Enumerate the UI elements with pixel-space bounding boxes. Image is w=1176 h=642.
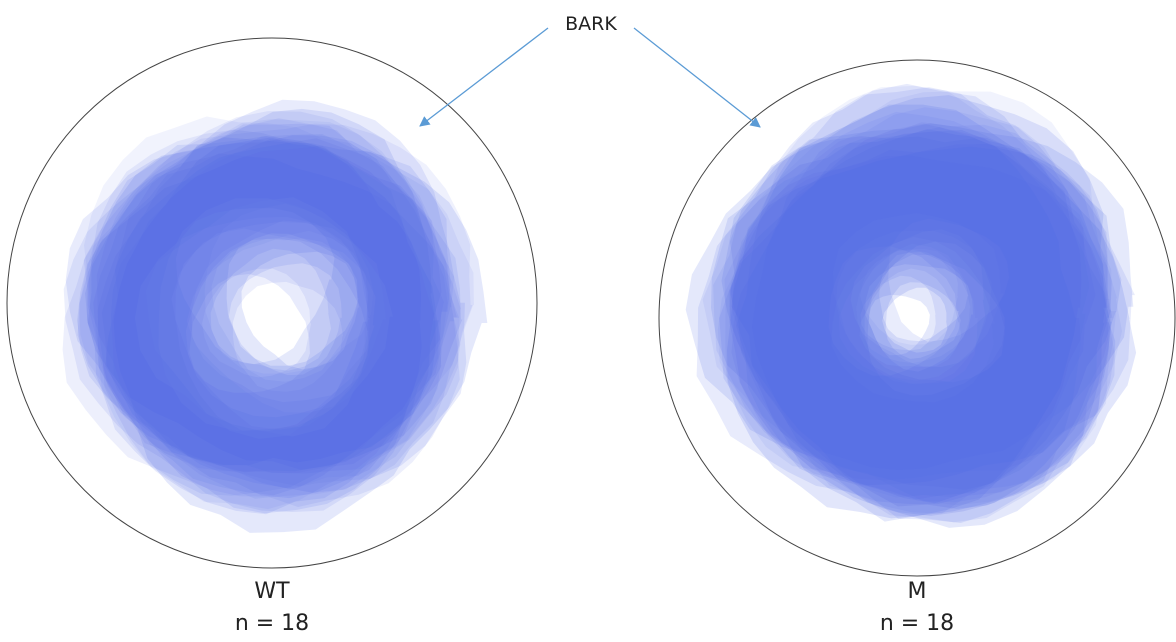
- panel-n: n = 18: [880, 611, 954, 636]
- overlays: [63, 84, 1137, 533]
- panel-label: M: [908, 579, 927, 604]
- arrow: [420, 28, 548, 126]
- overlay-shape: [88, 137, 488, 533]
- figure: BARK WT n = 18 M n = 18: [0, 0, 1176, 638]
- page: BARK WT n = 18 M n = 18 (() => { const d…: [0, 0, 1176, 638]
- panel-label: WT: [254, 579, 290, 604]
- panel-n: n = 18: [235, 611, 309, 636]
- arrow: [634, 28, 760, 127]
- bark-label: BARK: [565, 13, 617, 35]
